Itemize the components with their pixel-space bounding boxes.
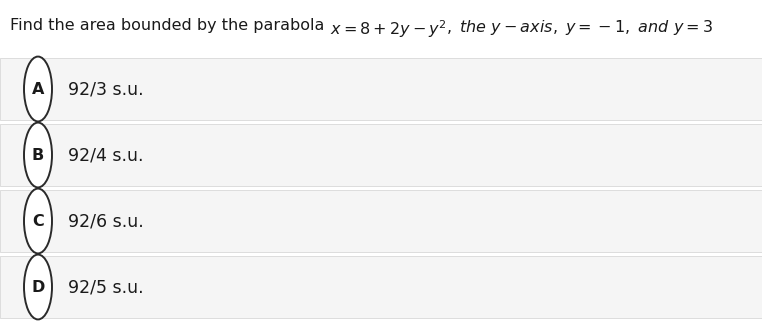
Bar (0, 256, 762, 318)
Text: Find the area bounded by the parabola: Find the area bounded by the parabola (10, 18, 329, 33)
Ellipse shape (24, 57, 52, 121)
Text: D: D (31, 280, 45, 294)
Text: 92/5 s.u.: 92/5 s.u. (68, 278, 143, 296)
Bar (0, 190, 762, 252)
Text: $x=8+2y-y^2$: $x=8+2y-y^2$ (329, 18, 447, 40)
Text: $,\ \mathit{the}\ y-\mathit{axis},\ y=-1,\ \mathit{and}\ y=3$: $,\ \mathit{the}\ y-\mathit{axis},\ y=-1… (447, 18, 713, 37)
Text: 92/6 s.u.: 92/6 s.u. (68, 212, 144, 230)
Ellipse shape (24, 123, 52, 188)
Ellipse shape (24, 255, 52, 319)
Text: C: C (32, 214, 44, 229)
Bar (0, 58, 762, 120)
Bar (0, 124, 762, 186)
Text: A: A (32, 82, 44, 96)
Text: 92/3 s.u.: 92/3 s.u. (68, 80, 143, 98)
Text: 92/4 s.u.: 92/4 s.u. (68, 146, 143, 164)
Text: B: B (32, 147, 44, 163)
Ellipse shape (24, 189, 52, 253)
